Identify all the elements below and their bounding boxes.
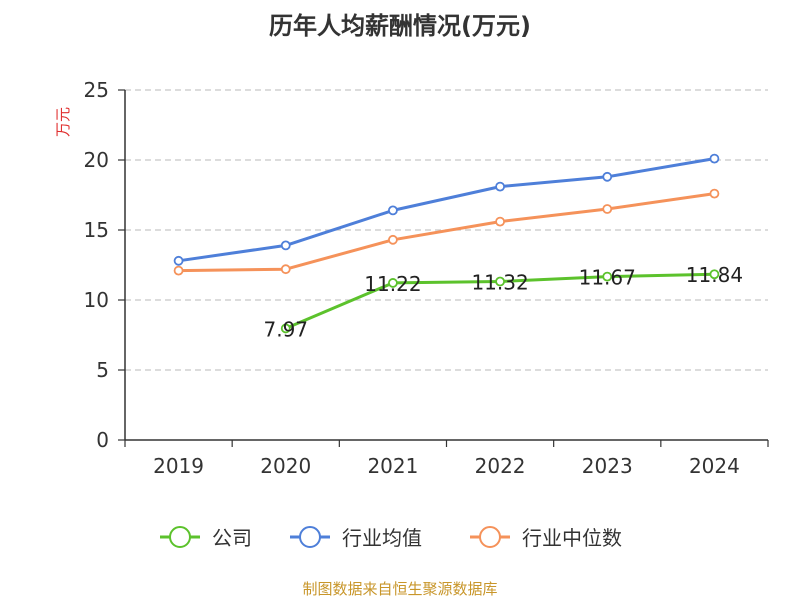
series-lines — [173, 153, 720, 334]
legend-label: 公司 — [212, 526, 252, 550]
data-point-行业均值-2020[interactable] — [280, 240, 291, 251]
data-point-行业均值-2023[interactable] — [602, 171, 613, 182]
legend-marker — [169, 526, 191, 548]
x-tick-label-2021: 2021 — [367, 454, 418, 478]
x-tick-label-2022: 2022 — [475, 454, 526, 478]
data-point-公司-2022[interactable] — [495, 276, 505, 287]
legend-item-行业中位数[interactable]: 行业中位数 — [470, 526, 622, 550]
data-point-行业均值-2019[interactable] — [173, 255, 184, 266]
y-tick-label: 25 — [84, 78, 109, 102]
data-point-行业均值-2022[interactable] — [495, 181, 505, 192]
legend-item-公司[interactable]: 公司 — [160, 526, 252, 550]
data-label-2023: 11.67 — [579, 266, 636, 290]
data-point-行业中位数-2022[interactable] — [495, 216, 505, 227]
x-tick-label-2019: 2019 — [153, 454, 204, 478]
data-point-行业中位数-2019[interactable] — [173, 265, 184, 276]
y-tick-label: 0 — [96, 428, 109, 452]
data-point-行业中位数-2024[interactable] — [709, 188, 720, 199]
y-tick-label: 15 — [84, 218, 109, 242]
y-tick-label: 5 — [96, 358, 109, 382]
data-point-公司-2023[interactable] — [602, 271, 613, 282]
data-label-2024: 11.84 — [686, 263, 743, 287]
y-tick-label: 10 — [84, 288, 109, 312]
legend-item-行业均值[interactable]: 行业均值 — [290, 526, 422, 550]
data-label-2022: 11.32 — [471, 271, 528, 295]
data-label-2021: 11.22 — [364, 272, 421, 296]
chart-title: 历年人均薪酬情况(万元) — [269, 12, 531, 40]
series-line-行业均值 — [178, 157, 715, 263]
data-point-公司-2021[interactable] — [388, 278, 398, 288]
legend-label: 行业均值 — [342, 526, 422, 550]
data-point-公司-2020[interactable] — [280, 323, 291, 334]
x-tick-label-2023: 2023 — [582, 454, 633, 478]
y-tick-label: 20 — [84, 148, 109, 172]
legend-marker — [479, 526, 501, 548]
source-note: 制图数据来自恒生聚源数据库 — [302, 580, 498, 598]
data-point-行业均值-2021[interactable] — [388, 205, 398, 216]
legend[interactable]: 公司 行业均值 行业中位数 — [160, 526, 622, 550]
legend-label: 行业中位数 — [522, 526, 622, 550]
data-point-行业中位数-2021[interactable] — [388, 234, 398, 245]
legend-marker — [299, 526, 321, 548]
data-label-2020: 7.97 — [263, 317, 308, 341]
axes: 0 5 10 15 20 25 2019 2020 2021 2022 2023 2024 万元 — [54, 78, 769, 478]
y-axis-unit: 万元 — [54, 107, 72, 137]
data-labels: 7.97 11.22 11.32 11.67 11.84 — [263, 263, 743, 341]
data-point-行业中位数-2023[interactable] — [602, 204, 613, 214]
data-point-公司-2024[interactable] — [709, 269, 720, 280]
x-tick-label-2020: 2020 — [260, 454, 311, 478]
data-point-行业均值-2024[interactable] — [709, 153, 720, 164]
data-point-行业中位数-2020[interactable] — [280, 264, 291, 275]
x-tick-label-2024: 2024 — [689, 454, 740, 478]
series-line-行业中位数 — [178, 192, 715, 273]
